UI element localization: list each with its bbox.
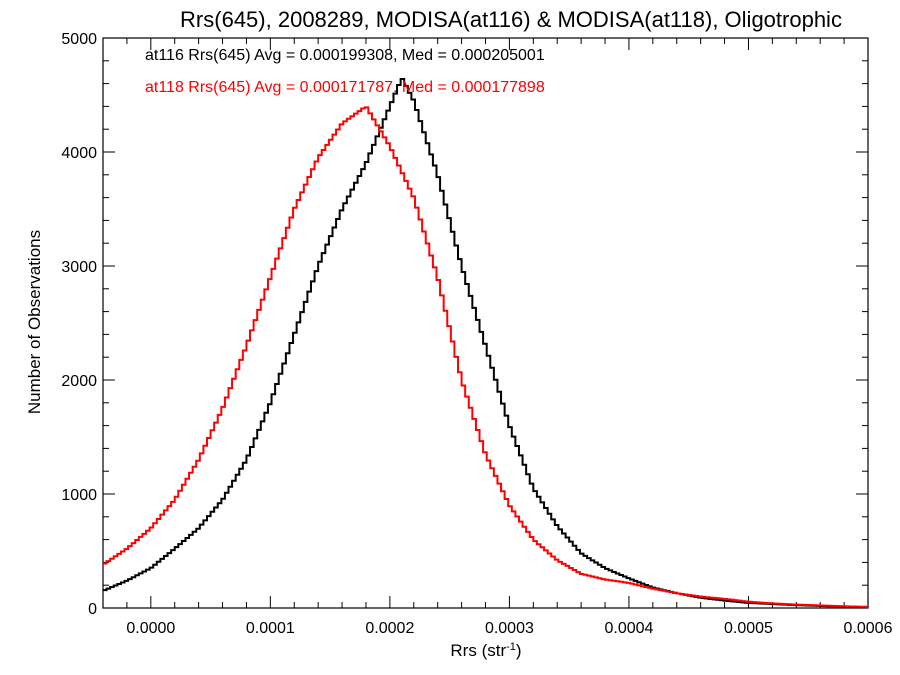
x-tick-label: 0.0005 bbox=[724, 620, 773, 637]
y-axis-label: Number of Observations bbox=[25, 230, 44, 414]
x-tick-label: 0.0001 bbox=[246, 620, 295, 637]
x-axis-label-superscript: -1 bbox=[506, 641, 516, 653]
x-axis-label: Rrs (str-1) bbox=[450, 641, 521, 660]
x-axis-label-main: Rrs (str bbox=[450, 641, 506, 660]
series-layer bbox=[103, 78, 868, 609]
x-tick-label: 0.0006 bbox=[844, 620, 893, 637]
series-line-1 bbox=[103, 106, 868, 608]
series-line-0 bbox=[103, 78, 868, 609]
plot-frame bbox=[102, 37, 869, 609]
x-axis-label-close: ) bbox=[516, 641, 522, 660]
axes: 0.0000 0.0001 0.0002 0.0003 0.0004 0.0005 0.00… bbox=[61, 31, 892, 637]
chart-title: Rrs(645), 2008289, MODISA(at116) & MODIS… bbox=[180, 7, 842, 32]
y-tick-label: 2000 bbox=[61, 373, 97, 390]
x-tick-label: 0.0003 bbox=[485, 620, 534, 637]
x-tick-label: 0.0004 bbox=[604, 620, 653, 637]
annotation-at118: at118 Rrs(645) Avg = 0.000171787, Med = … bbox=[145, 79, 545, 96]
y-tick-label: 1000 bbox=[61, 487, 97, 504]
y-tick-label: 5000 bbox=[61, 31, 97, 48]
x-tick-label: 0.0000 bbox=[126, 620, 175, 637]
x-tick-label: 0.0002 bbox=[365, 620, 414, 637]
annotation-at116: at116 Rrs(645) Avg = 0.000199308, Med = … bbox=[145, 47, 545, 64]
y-tick-label: 0 bbox=[88, 601, 97, 618]
y-tick-label: 4000 bbox=[61, 145, 97, 162]
y-tick-label: 3000 bbox=[61, 259, 97, 276]
